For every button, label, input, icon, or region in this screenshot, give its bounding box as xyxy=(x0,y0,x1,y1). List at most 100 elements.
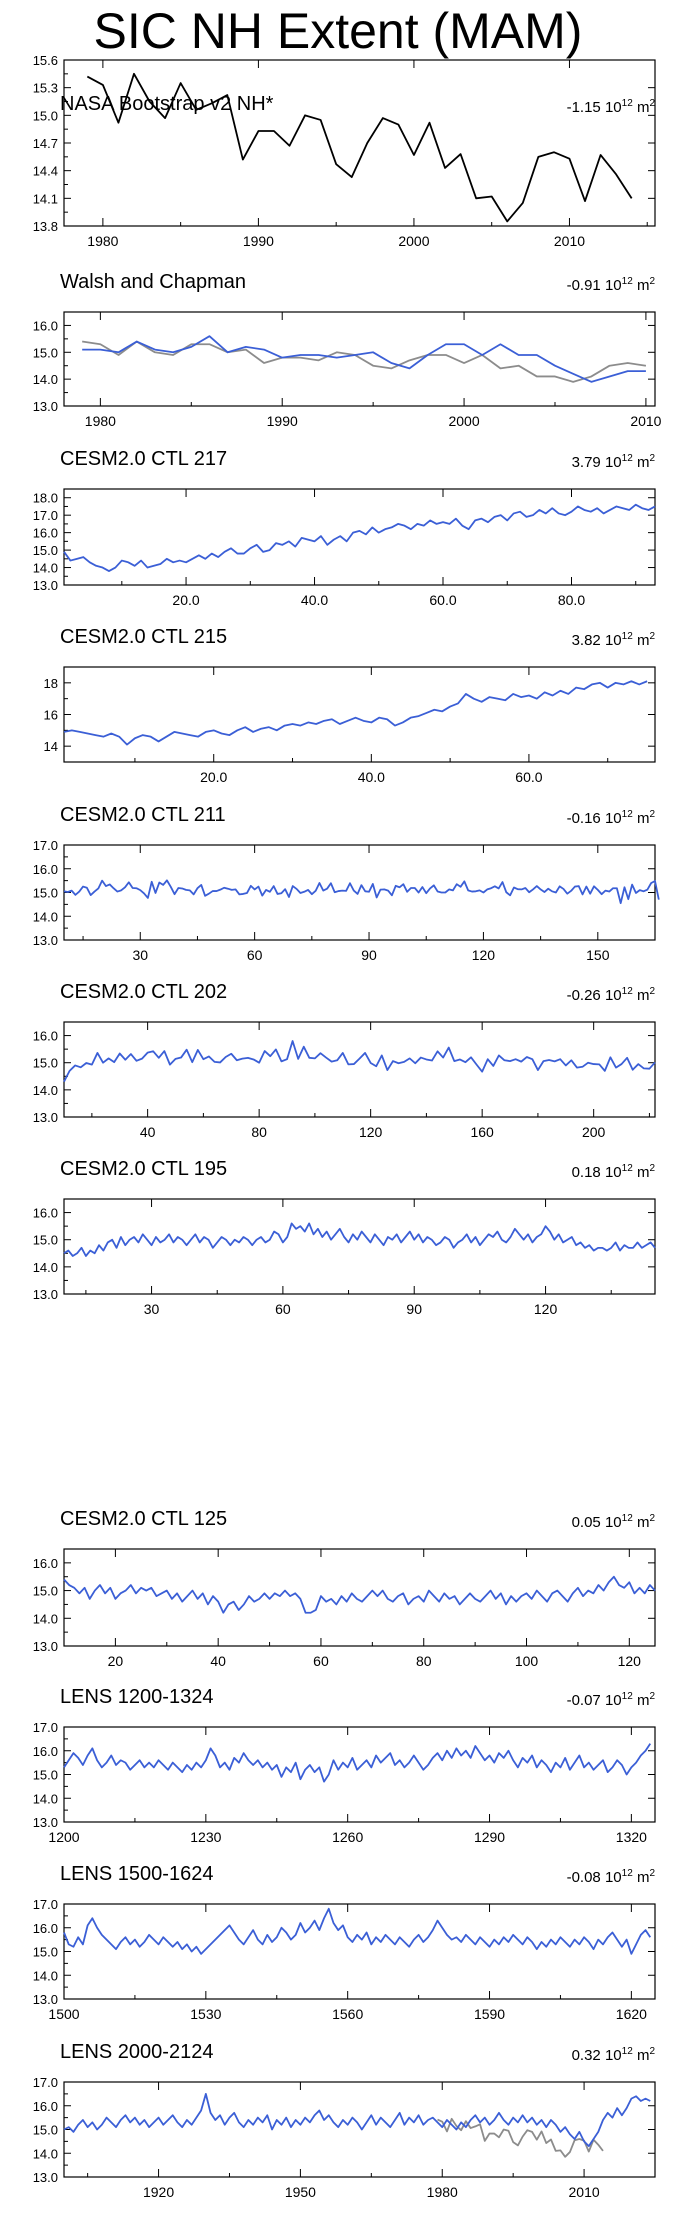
trend-value: -0.26 xyxy=(566,987,601,1004)
y-tick-label: 15.0 xyxy=(33,1056,58,1071)
x-tick-label: 1260 xyxy=(332,1829,363,1845)
trend-value: 0.32 xyxy=(571,2047,601,2064)
line-chart: 13.0 14.0 15.0 16.0 1980 1990 2000 2010 xyxy=(33,311,662,429)
series-line xyxy=(82,340,647,383)
panel-title: CESM2.0 CTL 195 xyxy=(60,1158,228,1180)
line-chart: 13.0 14.0 15.0 16.0 17.0 30 60 90 120 150 xyxy=(33,838,660,963)
trend-unit-base: 10 xyxy=(604,1692,622,1709)
y-tick-label: 14.0 xyxy=(33,1260,58,1275)
x-tick-label: 120 xyxy=(472,947,496,963)
y-tick-label: 17.0 xyxy=(33,838,58,853)
trend-value: -0.16 xyxy=(566,810,601,827)
plot-frame xyxy=(63,1548,656,1647)
y-tick-label: 16.0 xyxy=(33,1556,58,1571)
trend-unit-base: 10 xyxy=(604,99,622,116)
trend-unit-exp: 12 xyxy=(621,2046,633,2057)
x-tick-label: 80.0 xyxy=(558,592,585,608)
trend-label: -0.07 1012 m2 xyxy=(567,1687,655,1711)
x-tick-label: 30 xyxy=(144,1301,160,1317)
line-chart: 13.8 14.1 14.4 14.7 15.0 15.3 15.6 1980 1990 2000… xyxy=(33,53,656,249)
x-tick-label: 2010 xyxy=(554,233,585,249)
y-tick-label: 15.3 xyxy=(33,81,58,96)
y-tick-label: 14.0 xyxy=(33,372,58,387)
trend-unit-suffix-exp: 2 xyxy=(649,276,655,287)
trend-unit-suffix-exp: 2 xyxy=(649,453,655,464)
y-tick-label: 15.0 xyxy=(33,886,58,901)
x-tick-label: 160 xyxy=(470,1124,494,1140)
y-tick-label: 15.0 xyxy=(33,1584,58,1599)
series-line xyxy=(63,503,656,572)
panel-title: LENS 1500-1624 xyxy=(60,1863,214,1885)
trend-value: -0.91 xyxy=(566,277,601,294)
trend-unit-suffix-exp: 2 xyxy=(649,1691,655,1702)
y-tick-label: 17.0 xyxy=(33,1720,58,1735)
x-tick-label: 80 xyxy=(251,1124,267,1140)
series-line xyxy=(63,2092,651,2148)
x-tick-label: 60 xyxy=(247,947,263,963)
trend-unit-suffix: m xyxy=(636,454,650,471)
plot-frame xyxy=(63,488,656,586)
line-chart: 14 16 18 20.0 40.0 60.0 xyxy=(44,666,656,785)
x-tick-label: 40 xyxy=(140,1124,156,1140)
trend-unit-suffix: m xyxy=(636,987,650,1004)
x-tick-label: 1980 xyxy=(427,2184,458,2200)
line-chart: 13.0 14.0 15.0 16.0 17.0 1920 1950 1980 2010 xyxy=(33,2075,656,2200)
y-tick-label: 14.0 xyxy=(33,1611,58,1626)
y-tick-label: 18 xyxy=(44,676,58,691)
y-tick-label: 14.0 xyxy=(33,2146,58,2161)
trend-unit-exp: 12 xyxy=(621,1163,633,1174)
x-tick-label: 2000 xyxy=(398,233,429,249)
y-tick-label: 16.0 xyxy=(33,862,58,877)
panel-title: CESM2.0 CTL 211 xyxy=(60,804,226,826)
trend-unit-exp: 12 xyxy=(621,276,633,287)
y-tick-label: 14.1 xyxy=(33,191,58,206)
series-line xyxy=(63,680,648,746)
x-tick-label: 60.0 xyxy=(429,592,456,608)
line-chart: 13.0 14.0 15.0 16.0 20 40 60 80 100 120 xyxy=(33,1548,656,1669)
x-tick-label: 1230 xyxy=(190,1829,221,1845)
trend-unit-suffix: m xyxy=(636,1692,650,1709)
x-tick-label: 1920 xyxy=(143,2184,174,2200)
x-tick-label: 90 xyxy=(406,1301,422,1317)
panel-title: Walsh and Chapman xyxy=(60,271,247,293)
y-tick-label: 16 xyxy=(44,708,58,723)
y-tick-label: 15.0 xyxy=(33,1945,58,1960)
trend-label: -0.16 1012 m2 xyxy=(567,805,655,829)
y-tick-label: 16.0 xyxy=(33,526,58,541)
y-tick-label: 13.0 xyxy=(33,1639,58,1654)
y-tick-label: 14.4 xyxy=(33,164,58,179)
x-tick-label: 90 xyxy=(361,947,377,963)
x-tick-label: 20 xyxy=(108,1653,124,1669)
x-tick-label: 1290 xyxy=(474,1829,505,1845)
x-tick-label: 40.0 xyxy=(301,592,328,608)
y-tick-label: 15.0 xyxy=(33,345,58,360)
y-tick-label: 17.0 xyxy=(33,1897,58,1912)
x-tick-label: 1990 xyxy=(267,413,298,429)
figure-title: SIC NH Extent (MAM) xyxy=(93,3,583,59)
series-line xyxy=(63,1040,656,1083)
trend-unit-suffix: m xyxy=(636,277,650,294)
y-tick-label: 16.0 xyxy=(33,1206,58,1221)
trend-unit-base: 10 xyxy=(604,1514,622,1531)
x-tick-label: 1320 xyxy=(616,1829,647,1845)
trend-unit-suffix: m xyxy=(636,2047,650,2064)
x-tick-label: 1990 xyxy=(243,233,274,249)
y-tick-label: 16.0 xyxy=(33,1029,58,1044)
trend-unit-suffix-exp: 2 xyxy=(649,631,655,642)
y-tick-label: 13.0 xyxy=(33,1815,58,1830)
trend-unit-exp: 12 xyxy=(621,1868,633,1879)
trend-unit-base: 10 xyxy=(604,632,622,649)
trend-label: -1.15 1012 m2 xyxy=(567,94,655,118)
trend-unit-base: 10 xyxy=(604,987,622,1004)
y-tick-label: 15.6 xyxy=(33,53,58,68)
trend-unit-suffix: m xyxy=(636,810,650,827)
panel-title: LENS 1200-1324 xyxy=(60,1686,214,1708)
y-tick-label: 13.0 xyxy=(33,1287,58,1302)
trend-value: 3.79 xyxy=(571,454,601,471)
line-chart: 13.0 14.0 15.0 16.0 17.0 1500 1530 1560 1590 1620 xyxy=(33,1897,656,2022)
panel-title: CESM2.0 CTL 217 xyxy=(60,448,228,470)
plot-frame xyxy=(63,1726,656,1823)
y-tick-label: 14.0 xyxy=(33,1791,58,1806)
trend-unit-suffix: m xyxy=(636,99,650,116)
x-tick-label: 40 xyxy=(210,1653,226,1669)
